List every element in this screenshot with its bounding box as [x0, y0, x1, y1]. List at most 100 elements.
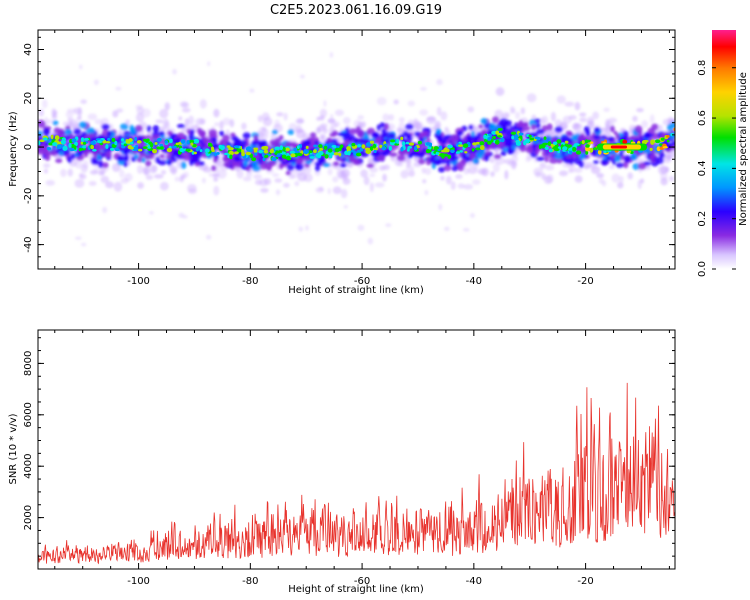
spectrogram-ridge-cell	[50, 134, 54, 140]
spectrogram-ridge-cell	[553, 148, 560, 152]
spectrogram-halo-cell	[294, 181, 300, 187]
spectrogram-ridge-cell	[164, 140, 169, 144]
spectrogram-ridge-cell	[171, 145, 177, 149]
spectrogram-band-cell	[670, 121, 675, 129]
spectrogram-ridge-cell	[497, 135, 502, 138]
spectrogram-ridge-cell	[365, 142, 371, 147]
spectrogram-ridge-cell	[336, 145, 340, 149]
spectrogram-band-cell	[170, 155, 176, 160]
spectrogram-halo-cell	[257, 115, 263, 123]
spectrogram-band-cell	[166, 154, 172, 160]
spectrogram-ridge-cell	[666, 139, 670, 143]
spectrogram-ridge-cell	[152, 148, 158, 154]
spectrogram-outlier-cell	[201, 177, 206, 184]
spectrogram-band-cell	[256, 157, 263, 165]
spectrogram-ridge-cell	[90, 145, 94, 150]
spectrogram-halo-cell	[599, 127, 608, 132]
spectrogram-x-axis-label: Height of straight line (km)	[288, 285, 424, 296]
spectrogram-band-cell	[138, 152, 147, 158]
spectrogram-halo-cell	[105, 181, 114, 189]
spectrogram-ridge-cell	[495, 130, 500, 135]
spectrogram-halo-cell	[222, 117, 231, 126]
spectrogram-ridge-cell	[121, 142, 124, 145]
spectrogram-ridge-cell	[346, 146, 351, 150]
spectrogram-ridge-cell	[92, 148, 97, 152]
spectrogram-ridge-cell	[258, 149, 264, 154]
spectrogram-ridge-cell	[351, 142, 356, 147]
spectrogram-ridge-cell	[180, 139, 186, 145]
spectrogram-halo-cell	[274, 119, 281, 128]
spectrogram-ridge-cell	[575, 150, 582, 155]
spectrogram-band-cell	[144, 134, 152, 140]
spectrogram-band-cell	[526, 144, 534, 151]
spectrogram-halo-cell	[276, 112, 284, 117]
spectrogram-halo-cell	[608, 165, 615, 170]
spectrogram-halo-cell	[261, 112, 270, 121]
spectrogram-halo-cell	[169, 165, 178, 174]
spectrogram-ridge-cell	[73, 141, 78, 147]
spectrogram-band-cell	[579, 152, 586, 160]
spectrogram-halo-cell	[545, 164, 555, 171]
spectrogram-halo-cell	[641, 120, 649, 129]
spectrogram-ridge-cell	[515, 139, 521, 144]
spectrogram-band-cell	[188, 132, 195, 141]
spectrogram-halo-cell	[270, 132, 276, 142]
spectrogram-halo-cell	[589, 163, 597, 169]
spectrogram-halo-cell	[507, 161, 518, 167]
spectrogram-outlier-cell	[205, 234, 212, 240]
spectrogram-band-cell	[548, 157, 558, 164]
spectrogram-x-tick-label: -60	[354, 276, 370, 287]
spectrogram-ridge-cell	[349, 149, 355, 153]
spectrogram-ridge-cell	[290, 153, 296, 158]
spectrogram-ridge-cell	[487, 136, 492, 141]
spectrogram-band-cell	[615, 133, 620, 140]
colorbar-tick-label: 0.8	[697, 60, 708, 76]
spectrogram-ridge-cell	[439, 153, 445, 158]
spectrogram-ridge-cell	[569, 150, 573, 155]
spectrogram-ridge-cell	[414, 145, 418, 151]
spectrogram-band-cell	[466, 135, 474, 142]
spectrogram-ridge-cell	[510, 131, 517, 135]
spectrogram-halo-cell	[388, 114, 395, 121]
spectrogram-band-cell	[457, 130, 464, 136]
spectrogram-band-cell	[418, 158, 426, 165]
spectrogram-halo-cell	[534, 171, 542, 178]
spectrogram-band-cell	[461, 152, 467, 160]
spectrogram-halo-cell	[376, 96, 387, 106]
spectrogram-band-cell	[145, 160, 152, 167]
spectrogram-ridge-cell	[228, 147, 234, 151]
spectrogram-ridge-cell	[228, 150, 234, 156]
spectrogram-halo-cell	[440, 111, 448, 121]
spectrogram-frame	[37, 29, 676, 270]
spectrogram-halo-cell	[408, 170, 415, 177]
spectrogram-halo-cell	[670, 149, 675, 158]
spectrogram-band-cell	[211, 165, 217, 172]
spectrogram-halo-cell	[164, 102, 170, 111]
spectrogram-band-cell	[651, 123, 659, 131]
spectrogram-ridge-cell	[42, 137, 48, 141]
spectrogram-outlier-cell	[74, 236, 82, 240]
spectrogram-band-cell	[571, 134, 578, 142]
spectrogram-ridge-cell	[289, 150, 296, 155]
spectrogram-band-cell	[233, 156, 241, 161]
spectrogram-ridge-cell	[71, 138, 77, 143]
spectrogram-halo-cell	[640, 178, 645, 184]
spectrogram-ridge-cell	[148, 141, 153, 145]
spectrogram-ridge-cell	[359, 147, 364, 152]
spectrogram-ridge-cell	[82, 141, 87, 145]
spectrogram-ridge-cell	[309, 156, 315, 159]
spectrogram-ridge-cell	[552, 141, 558, 145]
spectrogram-ridge-cell	[447, 154, 452, 159]
spectrogram-band-cell	[157, 159, 167, 166]
snr-y-tick-label: 4000	[23, 453, 34, 478]
spectrogram-ridge-cell	[475, 147, 481, 151]
spectrogram-band-cell	[630, 153, 638, 161]
spectrogram-band-cell	[541, 150, 547, 157]
spectrogram-halo-cell	[320, 123, 328, 129]
spectrogram-halo-cell	[303, 173, 313, 183]
spectrogram-band-cell	[379, 122, 386, 129]
spectrogram-band-cell	[177, 132, 185, 139]
spectrogram-ridge-cell	[224, 152, 229, 156]
spectrogram-band-cell	[438, 166, 445, 173]
spectrogram-ridge-cell	[459, 150, 464, 153]
